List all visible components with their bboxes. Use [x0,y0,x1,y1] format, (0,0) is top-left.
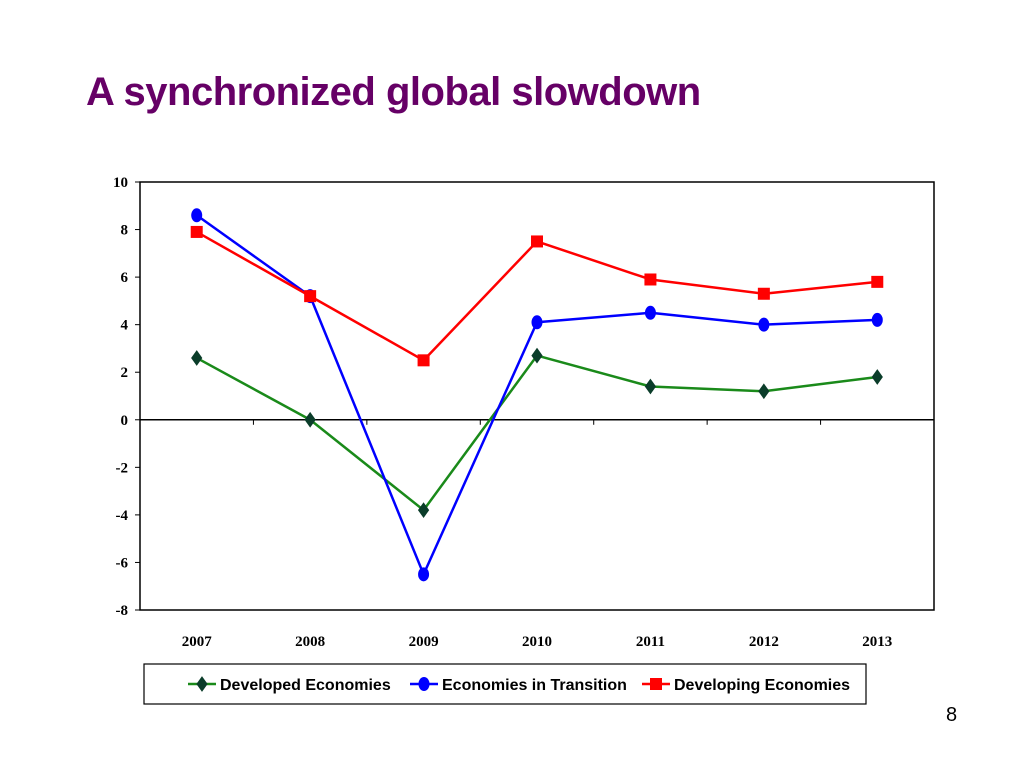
y-tick-label: -4 [116,508,129,524]
plot-border [139,181,935,611]
x-tick-label: 2012 [749,634,779,650]
data-point [871,275,884,288]
x-axis: 2007 2008 2009 2010 2011 2012 2013 [182,634,893,650]
legend-item: Developing Economies [642,677,850,694]
data-point [644,305,656,320]
data-point [191,350,203,366]
legend-label: Developed Economies [220,677,391,694]
y-tick-label: 2 [121,365,129,381]
plot-area [139,181,935,611]
x-tick-label: 2009 [409,634,439,650]
data-point [644,273,657,286]
data-point [191,208,203,223]
legend-marker [650,678,662,690]
y-tick-label: 10 [113,175,128,191]
y-tick-label: -2 [116,460,129,476]
y-tick-label: -8 [116,603,129,619]
legend-item: Developed Economies [188,676,391,694]
series-layer [190,208,884,582]
data-point [871,369,883,385]
data-point [190,225,203,238]
x-tick-label: 2011 [636,634,665,650]
data-point [304,290,317,303]
data-point [304,411,316,428]
x-tick-label: 2007 [182,634,213,650]
data-point [531,347,543,364]
legend-label: Economies in Transition [442,677,627,694]
data-point [417,502,430,518]
data-point [758,317,770,332]
legend-marker [196,676,208,692]
legend-label: Developing Economies [674,677,850,694]
data-point [418,567,430,582]
legend-marker [418,677,430,691]
x-tick-label: 2013 [862,634,892,650]
data-point [644,378,657,395]
legend-item: Economies in Transition [410,677,627,694]
y-tick-label: -6 [116,555,129,571]
y-tick-label: 4 [121,318,129,334]
data-point [531,315,543,330]
data-point [417,354,430,367]
data-point [757,287,770,300]
y-axis: 10 8 6 4 2 0 -2 -4 -6 -8 [113,175,140,619]
y-tick-label: 0 [121,413,129,429]
y-tick-label: 8 [121,223,129,239]
series-developed-economies [191,347,883,518]
data-point [871,312,883,327]
legend-box [143,663,867,705]
data-point [531,235,543,248]
series-developing-economies [190,225,884,367]
data-point [758,383,770,400]
slide-title: A synchronized global slowdown [86,70,701,114]
y-tick-label: 6 [121,270,129,286]
x-tick-label: 2008 [295,634,325,650]
x-tick-label: 2010 [522,634,552,650]
legend: Developed Economies Economies in Transiti… [143,663,867,705]
page-number: 8 [946,704,958,726]
